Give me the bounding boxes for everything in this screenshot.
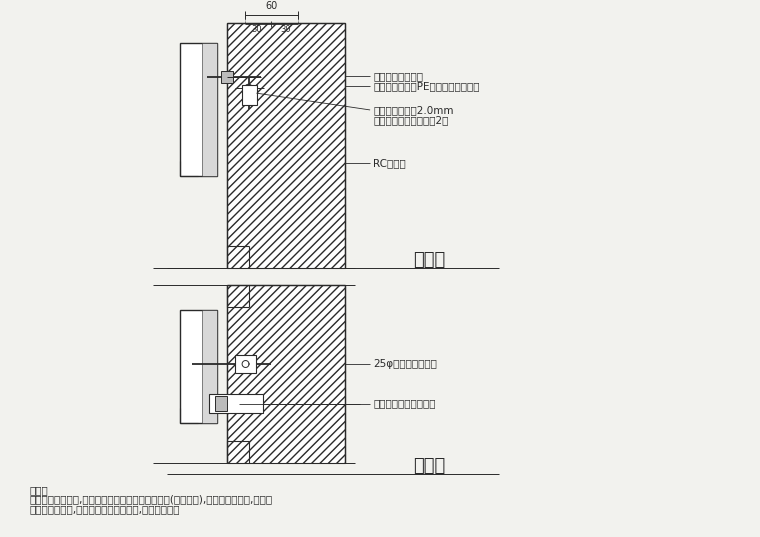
- Bar: [242, 85, 258, 105]
- Polygon shape: [226, 23, 345, 268]
- Bar: [202, 310, 217, 423]
- Text: 填缝剂依缝发泡PE棒衬底（聚硫胶）: 填缝剂依缝发泡PE棒衬底（聚硫胶）: [373, 81, 480, 91]
- Text: 承商装石材施作前,应依石材分割尺寸配置镀锌钢架(防扩处理),并提送结构分析,经甲方: 承商装石材施作前,应依石材分割尺寸配置镀锌钢架(防扩处理),并提送结构分析,经甲…: [29, 495, 272, 504]
- Text: 30: 30: [280, 25, 291, 34]
- Bar: [221, 71, 233, 83]
- Text: 审查後方得施作,其费用已含於标单项目,不另行计价。: 审查後方得施作,其费用已含於标单项目,不另行计价。: [29, 504, 179, 514]
- Bar: [202, 43, 217, 176]
- Text: 立剖面: 立剖面: [413, 251, 445, 269]
- Bar: [180, 310, 217, 423]
- Polygon shape: [226, 285, 345, 463]
- Bar: [235, 355, 256, 373]
- Text: 不锈钢固定片厚2.0mm: 不锈钢固定片厚2.0mm: [373, 105, 454, 115]
- Bar: [215, 396, 226, 411]
- Text: RC或红砖: RC或红砖: [373, 158, 406, 168]
- Text: 60: 60: [265, 1, 277, 11]
- Bar: [209, 394, 264, 413]
- Text: 30: 30: [251, 25, 261, 34]
- Text: 25φ不锈钢水平扣件: 25φ不锈钢水平扣件: [373, 359, 437, 369]
- Text: 膨胀螺栓固定每片石板2尺: 膨胀螺栓固定每片石板2尺: [373, 115, 448, 125]
- Text: 平剖面: 平剖面: [413, 457, 445, 475]
- Bar: [180, 43, 217, 176]
- Text: 镀锌钢质螺丝锁固: 镀锌钢质螺丝锁固: [373, 71, 423, 81]
- Text: 说明：: 说明：: [29, 485, 48, 496]
- Text: 不锈钢固定片详立剖面: 不锈钢固定片详立剖面: [373, 398, 435, 409]
